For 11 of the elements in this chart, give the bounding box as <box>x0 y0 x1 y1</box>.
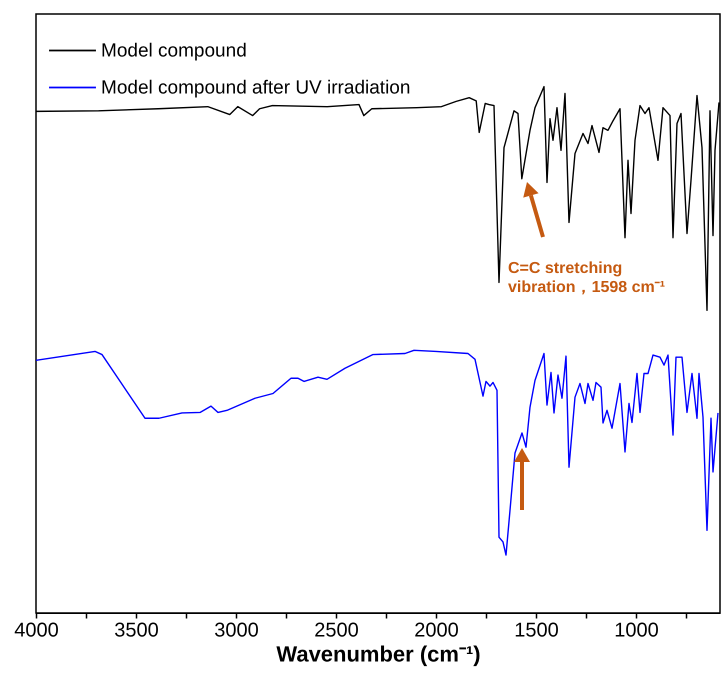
x-tick-label: 1000 <box>614 620 659 642</box>
x-axis-title: Wavenumber (cm⁻¹) <box>276 642 481 666</box>
annotation: C=C stretching vibration，1598 cm⁻¹ <box>508 259 666 297</box>
legend-label: Model compound <box>101 40 247 62</box>
x-tick-label: 3500 <box>114 620 159 642</box>
x-tick-label: 1500 <box>514 620 559 642</box>
x-tick-label: 3000 <box>214 620 259 642</box>
x-tick-label: 4000 <box>14 620 59 642</box>
legend-label: Model compound after UV irradiation <box>101 78 410 98</box>
x-tick-label: 2500 <box>314 620 359 642</box>
x-tick-label: 2000 <box>414 620 459 642</box>
